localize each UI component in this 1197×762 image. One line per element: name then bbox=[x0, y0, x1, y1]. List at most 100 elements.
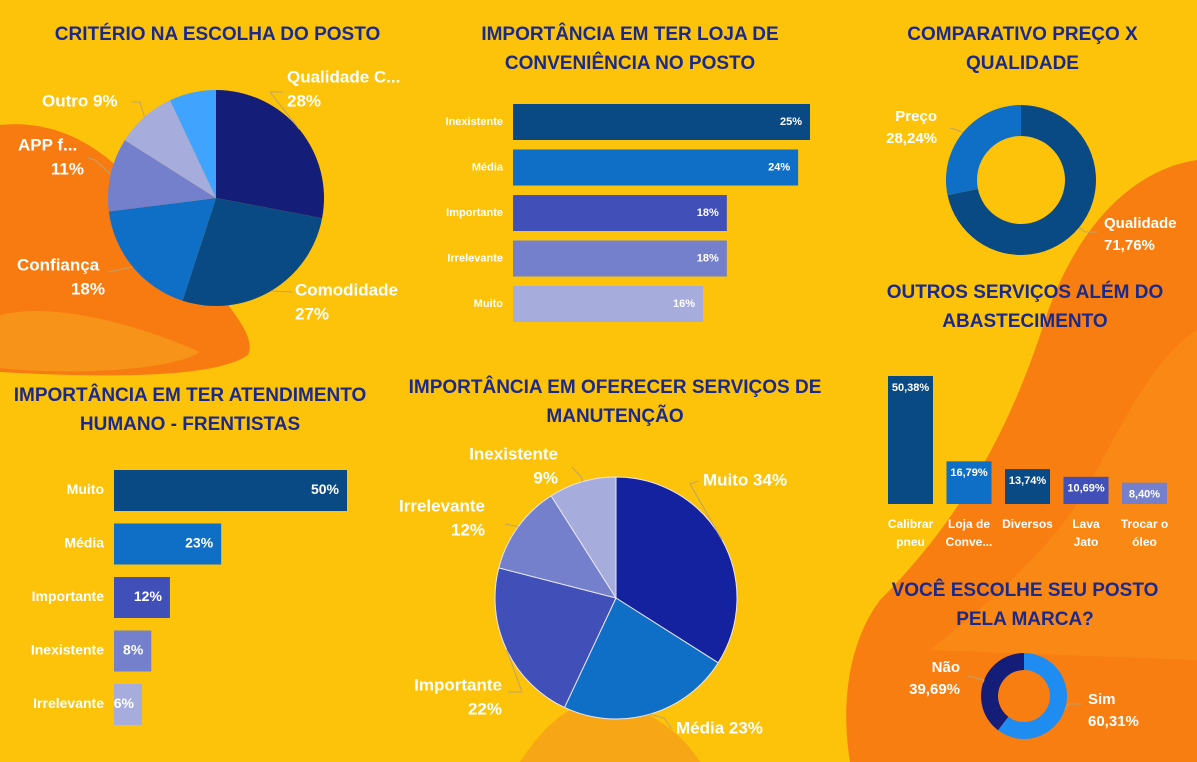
pie-slice-criterio-0 bbox=[216, 90, 324, 219]
chart-title-criterio: CRITÉRIO NA ESCOLHA DO POSTO bbox=[54, 24, 381, 45]
slice-value-criterio-1: 27% bbox=[295, 304, 329, 323]
leader-line-marca-1 bbox=[967, 675, 985, 683]
value-label-atendimento-1: 23% bbox=[185, 535, 214, 551]
column-outros_servicos-1 bbox=[946, 461, 992, 504]
category-label-outros_servicos-0-0: Calibrar bbox=[888, 517, 934, 531]
pie-slice-manutencao-2 bbox=[494, 567, 617, 709]
category-label-outros_servicos-4-1: óleo bbox=[1132, 535, 1157, 549]
pie-slice-criterio-2 bbox=[108, 198, 216, 301]
slice-label-manutencao-1: Média 23% bbox=[676, 718, 763, 737]
category-label-loja-0: Inexistente bbox=[446, 116, 503, 128]
category-label-outros_servicos-1-0: Loja de bbox=[948, 517, 990, 531]
bar-loja-0 bbox=[513, 104, 810, 140]
value-label-atendimento-0: 50% bbox=[311, 481, 340, 497]
slice-label-preco_qualidade-1: Preço bbox=[895, 108, 937, 125]
slice-value-criterio-2: 18% bbox=[71, 279, 105, 298]
bar-loja-1 bbox=[513, 149, 799, 186]
category-label-outros_servicos-1-1: Conve... bbox=[946, 535, 993, 549]
category-label-loja-4: Muito bbox=[474, 298, 504, 310]
category-label-outros_servicos-3-1: Jato bbox=[1074, 535, 1099, 549]
leader-line-preco_qualidade-1 bbox=[949, 127, 964, 134]
slice-label-criterio-0: Qualidade C... bbox=[287, 67, 400, 86]
bar-atendimento-2 bbox=[114, 577, 170, 618]
pie-slice-criterio-1 bbox=[182, 198, 323, 306]
column-outros_servicos-4 bbox=[1122, 482, 1167, 504]
leader-line-criterio-0 bbox=[268, 91, 300, 130]
category-label-outros_servicos-2-0: Diversos bbox=[1002, 517, 1053, 531]
bar-atendimento-3 bbox=[114, 630, 152, 672]
chart-title-loja: IMPORTÂNCIA EM TER LOJA DE CONVENIÊNCIA … bbox=[481, 24, 779, 74]
category-label-outros_servicos-3-0: Lava bbox=[1072, 517, 1100, 531]
slice-value-preco_qualidade-0: 71,76% bbox=[1104, 237, 1155, 254]
column-outros_servicos-3 bbox=[1063, 476, 1109, 504]
leader-line-manutencao-4 bbox=[571, 466, 583, 482]
bar-loja-3 bbox=[513, 240, 727, 277]
slice-label-criterio-2: Confiança bbox=[17, 255, 100, 274]
slice-value-manutencao-2: 22% bbox=[468, 699, 502, 718]
category-label-loja-2: Importante bbox=[446, 207, 503, 219]
slice-label-manutencao-2: Importante bbox=[414, 675, 502, 694]
slice-label-marca-1: Não bbox=[932, 659, 960, 676]
orange-wave-right-light bbox=[930, 330, 1197, 660]
slice-label-manutencao-3: Irrelevante bbox=[399, 496, 485, 515]
value-label-outros_servicos-1: 16,79% bbox=[950, 467, 988, 479]
pie-slice-marca-0 bbox=[998, 653, 1068, 740]
leader-line-manutencao-0 bbox=[689, 480, 723, 540]
value-label-loja-0: 25% bbox=[780, 116, 802, 128]
pie-slice-marca-1 bbox=[981, 653, 1024, 731]
leader-line-manutencao-1 bbox=[649, 713, 673, 730]
chart-title-outros-servicos: OUTROS SERVIÇOS ALÉM DO ABASTECIMENTO bbox=[886, 282, 1164, 332]
leader-line-criterio-1 bbox=[270, 290, 293, 293]
category-label-outros_servicos-4-0: Trocar o bbox=[1121, 517, 1168, 531]
value-label-atendimento-3: 8% bbox=[123, 642, 144, 658]
slice-value-marca-1: 39,69% bbox=[909, 681, 960, 698]
category-label-atendimento-2: Importante bbox=[32, 588, 105, 604]
leader-line-manutencao-2 bbox=[506, 649, 523, 693]
pie-slice-criterio-3 bbox=[108, 140, 216, 212]
orange-wave-bottom bbox=[520, 700, 700, 762]
value-label-loja-1: 24% bbox=[768, 161, 790, 173]
bar-atendimento-1 bbox=[114, 523, 222, 565]
value-label-atendimento-4: 6% bbox=[114, 695, 135, 711]
slice-value-manutencao-4: 9% bbox=[533, 468, 558, 487]
category-label-atendimento-1: Média bbox=[64, 535, 104, 551]
value-label-loja-2: 18% bbox=[697, 207, 719, 219]
category-label-atendimento-4: Irrelevante bbox=[33, 695, 104, 711]
value-label-atendimento-2: 12% bbox=[134, 588, 163, 604]
bar-loja-2 bbox=[513, 195, 727, 231]
leader-line-preco_qualidade-0 bbox=[1078, 226, 1098, 233]
bar-atendimento-0 bbox=[114, 470, 347, 511]
slice-label-criterio-1: Comodidade bbox=[295, 280, 398, 299]
pie-slice-criterio-5 bbox=[170, 90, 216, 198]
value-label-outros_servicos-3: 10,69% bbox=[1067, 483, 1105, 495]
slice-value-preco_qualidade-1: 28,24% bbox=[886, 130, 937, 147]
category-label-outros_servicos-0-1: pneu bbox=[896, 535, 925, 549]
bar-atendimento-4 bbox=[114, 684, 142, 725]
category-label-loja-3: Irrelevante bbox=[447, 252, 503, 264]
chart-title-preco-qualidade: COMPARATIVO PREÇO X QUALIDADE bbox=[907, 24, 1138, 74]
slice-value-criterio-0: 28% bbox=[287, 91, 321, 110]
slice-label-manutencao-4: Inexistente bbox=[469, 444, 558, 463]
category-label-loja-1: Média bbox=[472, 161, 504, 173]
category-label-atendimento-3: Inexistente bbox=[31, 642, 104, 658]
chart-title-manutencao: IMPORTÂNCIA EM OFERECER SERVIÇOS DE MANU… bbox=[408, 377, 822, 427]
slice-label-marca-0: Sim bbox=[1088, 691, 1116, 708]
value-label-outros_servicos-0: 50,38% bbox=[892, 382, 930, 394]
leader-line-manutencao-3 bbox=[504, 523, 519, 528]
slice-label-criterio-4: Outro 9% bbox=[42, 91, 118, 110]
value-label-outros_servicos-2: 13,74% bbox=[1009, 475, 1047, 487]
slice-label-manutencao-0: Muito 34% bbox=[703, 470, 787, 489]
value-label-outros_servicos-4: 8,40% bbox=[1129, 489, 1160, 501]
bar-loja-4 bbox=[513, 286, 704, 322]
value-label-loja-4: 16% bbox=[673, 298, 695, 310]
slice-label-criterio-3: APP f... bbox=[18, 135, 77, 154]
column-outros_servicos-2 bbox=[1005, 469, 1050, 504]
slice-value-criterio-3: 11% bbox=[51, 159, 84, 178]
chart-title-atendimento: IMPORTÂNCIA EM TER ATENDIMENTO HUMANO - … bbox=[13, 385, 367, 435]
